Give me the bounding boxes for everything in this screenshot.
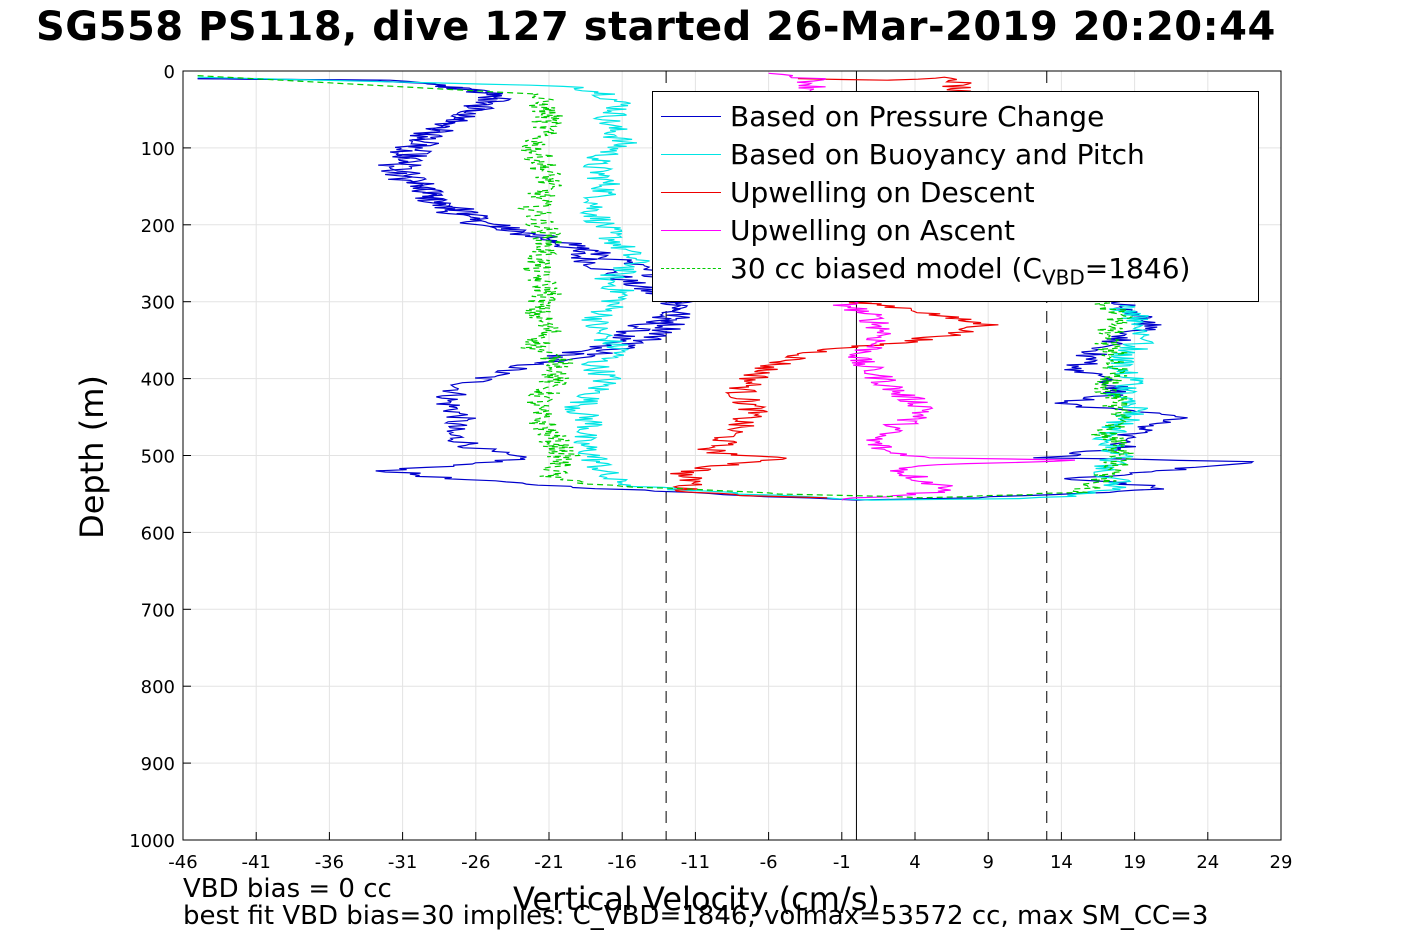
y-tick-label: 1000	[129, 831, 175, 852]
best-fit-note: best fit VBD bias=30 implies: C_VBD=1846…	[183, 901, 1209, 931]
legend-item-upwelling-ascent: Upwelling on Ascent	[653, 210, 1258, 248]
x-tick-label: -6	[760, 852, 778, 873]
y-tick-label: 300	[141, 293, 175, 314]
legend-item-pressure: Based on Pressure Change	[653, 96, 1258, 134]
y-tick-label: 700	[141, 600, 175, 621]
x-tick-label: -21	[534, 852, 563, 873]
series-line-1	[197, 76, 1155, 501]
x-tick-label: 24	[1196, 852, 1219, 873]
y-tick-label: 400	[141, 370, 175, 391]
x-tick-label: -16	[607, 852, 636, 873]
y-tick-label: 0	[164, 62, 175, 83]
chart-title: SG558 PS118, dive 127 started 26-Mar-201…	[36, 4, 1276, 50]
x-tick-label: -36	[315, 852, 344, 873]
legend-swatch	[661, 116, 721, 117]
legend-swatch	[661, 192, 721, 193]
x-tick-label: 9	[982, 852, 993, 873]
legend-label: Upwelling on Descent	[730, 176, 1035, 209]
legend-swatch	[661, 268, 721, 269]
y-tick-label: 100	[141, 139, 175, 160]
legend-item-biased-model: 30 cc biased model (CVBD=1846)	[653, 248, 1258, 290]
vbd-bias-note: VBD bias = 0 cc	[183, 874, 392, 904]
legend-label-subscript: VBD	[1041, 265, 1085, 290]
x-tick-label: 14	[1050, 852, 1073, 873]
legend-label: Upwelling on Ascent	[730, 214, 1016, 247]
legend-label: Based on Buoyancy and Pitch	[730, 138, 1145, 171]
series-line-0	[197, 78, 1255, 501]
x-tick-label: 29	[1270, 852, 1293, 873]
x-tick-label: 4	[909, 852, 920, 873]
legend-label: Based on Pressure Change	[730, 100, 1105, 133]
legend-swatch	[661, 230, 721, 231]
legend-item-buoyancy: Based on Buoyancy and Pitch	[653, 134, 1258, 172]
y-tick-label: 600	[141, 523, 175, 544]
series-line-0-descent	[197, 78, 703, 364]
x-tick-label: -31	[388, 852, 417, 873]
y-tick-label: 900	[141, 754, 175, 775]
x-axis-label: Vertical Velocity (cm/s)	[513, 880, 880, 918]
y-tick-label: 800	[141, 677, 175, 698]
axis-ticks: -46 -41 -36 -31 -26 -21 -16 -11 -6 -1 4 9 14 19 24 29 0 1…	[129, 62, 1292, 873]
x-tick-label: -1	[833, 852, 851, 873]
x-tick-label: -11	[681, 852, 710, 873]
x-tick-label: -26	[461, 852, 490, 873]
x-tick-label: 19	[1123, 852, 1146, 873]
y-tick-label: 500	[141, 447, 175, 468]
x-tick-label: -46	[168, 852, 197, 873]
x-tick-label: -41	[241, 852, 270, 873]
y-axis-label: Depth (m)	[73, 375, 111, 539]
legend-label-prefix: 30 cc biased model (C	[730, 252, 1042, 285]
y-tick-label: 200	[141, 216, 175, 237]
legend-swatch	[661, 154, 721, 155]
series-line-4	[197, 75, 1134, 499]
legend-label-suffix: =1846)	[1084, 252, 1191, 285]
legend-item-upwelling-descent: Upwelling on Descent	[653, 172, 1258, 210]
legend: Based on Pressure Change Based on Buoyan…	[652, 91, 1259, 302]
legend-label: 30 cc biased model (CVBD=1846)	[730, 252, 1190, 290]
